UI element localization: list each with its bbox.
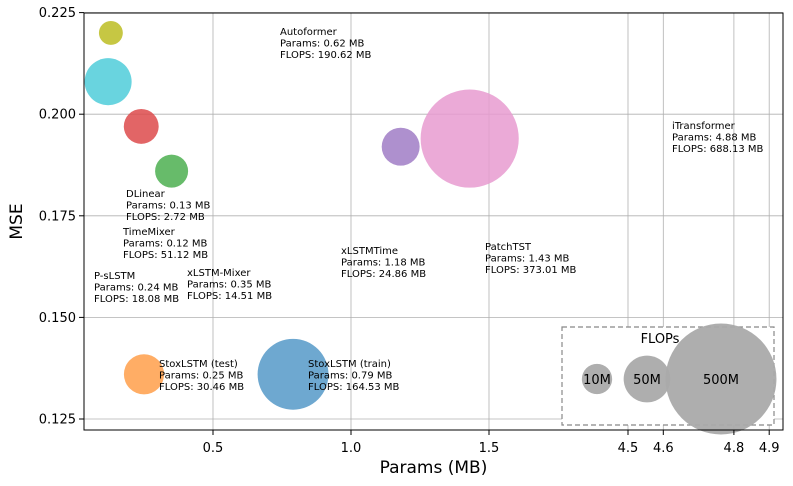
size-legend-bubble [623,355,671,403]
bubble-timemixer [84,58,132,106]
y-tick-label: 0.175 [39,209,76,224]
bubble-xlstmtime [381,127,420,166]
x-tick-label: 4.6 [653,441,674,456]
plot-frame [83,12,784,431]
size-legend: FLOPs 10M 50M 500M [561,323,777,435]
annotation-xlstmtime: xLSTMTime Params: 1.18 MB FLOPS: 24.86 MB [341,246,426,280]
bubble-p-slstm [123,108,159,144]
bubble-stoxlstm-train [257,338,329,410]
size-legend-label: 10M [583,373,611,388]
size-legend-label: 50M [633,373,661,388]
annotation-timemixer: TimeMixer Params: 0.12 MB FLOPS: 51.12 MB [122,227,208,261]
size-legend-title: FLOPs [641,332,680,347]
bubbles [84,20,519,410]
annotation-autoformer: Autoformer Params: 0.62 MB FLOPS: 190.62 M… [280,27,372,61]
size-legend-bubble [665,323,777,435]
bubble-dlinear [98,20,123,45]
x-tick-label: 1.5 [479,441,500,456]
annotation-stoxlstm-train: StoxLSTM (train) Params: 0.79 MB FLOPS: 16… [308,359,400,393]
x-tick-label: 4.5 [618,441,639,456]
y-axis-label: MSE [7,203,27,239]
size-legend-bubble [581,363,613,395]
y-tick-label: 0.125 [39,413,76,428]
x-tick-label: 4.8 [724,441,745,456]
annotation-p-slstm: P-sLSTM Params: 0.24 MB FLOPS: 18.08 MB [94,271,179,305]
size-legend-label: 500M [703,373,739,388]
annotation-patchtst: PatchTST Params: 1.43 MB FLOPS: 373.01 MB [485,242,577,276]
annotations: Autoformer Params: 0.62 MB FLOPS: 190.62 M… [94,27,764,393]
y-tick-label: 0.200 [39,108,76,123]
y-tick-label: 0.225 [39,6,76,21]
annotation-dlinear: DLinear Params: 0.13 MB FLOPS: 2.72 MB [126,189,211,223]
annotation-itransformer: iTransformer Params: 4.88 MB FLOPS: 688.13… [672,121,764,155]
x-axis-label: Params (MB) [380,458,488,478]
x-tick-label: 1.0 [341,441,362,456]
x-tick-label: 0.5 [203,441,224,456]
bubble-patchtst [420,89,519,188]
axis-ticks: 0.1250.1500.1750.2000.2250.2500.2750.300… [39,6,780,456]
annotation-xlstm-mixer: xLSTM-Mixer Params: 0.35 MB FLOPS: 14.51 M… [187,268,272,302]
bubble-stoxlstm-test [123,354,165,395]
annotation-stoxlstm-test: StoxLSTM (test) Params: 0.25 MB FLOPS: 30.… [159,359,244,393]
bubble-xlstm-mixer [155,154,189,188]
y-tick-label: 0.150 [39,311,76,326]
x-tick-label: 4.9 [759,441,780,456]
